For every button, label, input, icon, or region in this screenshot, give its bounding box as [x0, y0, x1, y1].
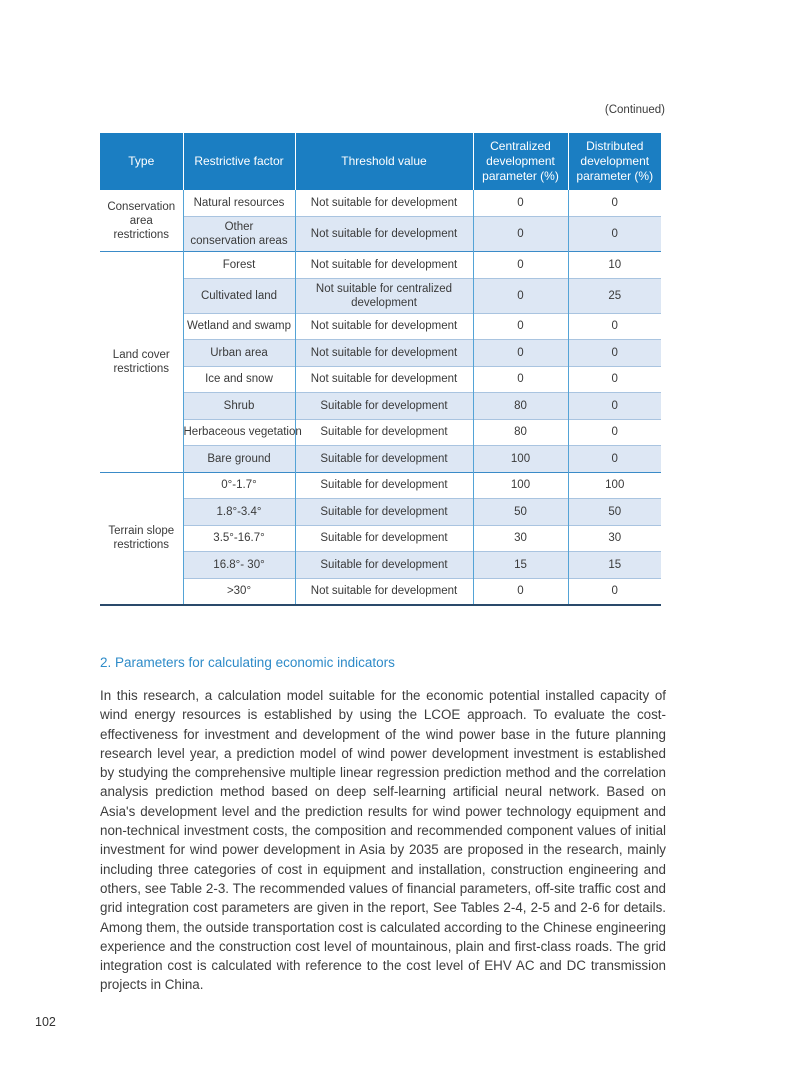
centralized-parameter-cell: 0 [472, 190, 568, 217]
page-number: 102 [35, 1015, 56, 1029]
restrictive-factor-cell: Ice and snow [182, 365, 295, 393]
restrictive-factor-cell: Cultivated land [182, 277, 295, 313]
restrictive-factor-cell: Natural resources [182, 190, 295, 217]
header-centralized-parameter: Centralized development parameter (%) [472, 133, 568, 190]
centralized-parameter-cell: 0 [472, 251, 568, 278]
distributed-parameter-cell: 30 [567, 524, 661, 552]
restrictive-factor-cell: Herbaceous vegetation [182, 418, 302, 446]
table-row: 3.5°-16.7° Suitable for development 30 30 [100, 524, 661, 552]
restrictive-factor-cell: Other conservation areas [182, 216, 295, 252]
centralized-parameter-cell: 100 [472, 471, 568, 499]
restrictive-factor-cell: 16.8°- 30° [182, 551, 295, 578]
distributed-parameter-cell: 0 [567, 312, 661, 340]
restrictive-factor-cell: Shrub [182, 392, 295, 419]
centralized-parameter-cell: 0 [472, 365, 568, 393]
restrictive-factor-cell: Forest [182, 251, 295, 278]
table-row: Terrain slope restrictions 0°-1.7° Suitabl… [100, 471, 661, 605]
threshold-value-cell: Not suitable for centralized development [294, 277, 473, 313]
threshold-value-cell: Suitable for development [294, 418, 473, 446]
table-header: Type Restrictive factor Threshold value … [100, 133, 661, 190]
distributed-parameter-cell: 10 [567, 251, 661, 278]
table-row: Conservation area restrictions Natural re… [100, 190, 661, 252]
table-row: Urban area Not suitable for development 0 0 [100, 339, 661, 366]
section-heading: 2. Parameters for calculating economic i… [100, 655, 395, 670]
restrictive-factors-table: Type Restrictive factor Threshold value … [100, 133, 661, 606]
centralized-parameter-cell: 100 [472, 445, 568, 472]
centralized-parameter-cell: 80 [472, 392, 568, 419]
type-cell: Land cover restrictions [100, 251, 183, 472]
distributed-parameter-cell: 0 [567, 190, 661, 217]
table-row: Ice and snow Not suitable for development… [100, 365, 661, 393]
threshold-value-cell: Not suitable for development [294, 312, 473, 340]
table-row: Other conservation areas Not suitable for… [100, 216, 661, 252]
distributed-parameter-cell: 100 [567, 471, 661, 499]
threshold-value-cell: Suitable for development [294, 551, 473, 578]
centralized-parameter-cell: 80 [472, 418, 568, 446]
threshold-value-cell: Suitable for development [294, 498, 473, 525]
body-paragraph: In this research, a calculation model su… [100, 688, 666, 993]
table-row: >30° Not suitable for development 0 0 [100, 577, 661, 605]
table-row: Wetland and swamp Not suitable for develo… [100, 312, 661, 340]
centralized-parameter-cell: 0 [472, 216, 568, 252]
restrictive-factor-cell: Wetland and swamp [182, 312, 295, 340]
centralized-parameter-cell: 0 [472, 339, 568, 366]
table-header-row: Type Restrictive factor Threshold value … [100, 133, 661, 190]
header-distributed-parameter: Distributed development parameter (%) [567, 133, 661, 190]
threshold-value-cell: Not suitable for development [294, 251, 473, 278]
centralized-parameter-cell: 15 [472, 551, 568, 578]
restrictive-factor-cell: 1.8°-3.4° [182, 498, 295, 525]
centralized-parameter-cell: 0 [472, 577, 568, 605]
restrictive-factor-cell: Bare ground [182, 445, 295, 472]
distributed-parameter-cell: 0 [567, 392, 661, 419]
table-row: Bare ground Suitable for development 100 0 [100, 445, 661, 472]
centralized-parameter-cell: 30 [472, 524, 568, 552]
restrictive-factor-cell: >30° [182, 577, 295, 605]
header-threshold-value: Threshold value [294, 133, 473, 190]
restrictive-factor-cell: 3.5°-16.7° [182, 524, 295, 552]
distributed-parameter-cell: 0 [567, 445, 661, 472]
table-row: Herbaceous vegetation Suitable for develo… [100, 418, 661, 446]
table-body: Conservation area restrictions Natural re… [100, 190, 661, 605]
threshold-value-cell: Not suitable for development [294, 577, 473, 605]
centralized-parameter-cell: 0 [472, 312, 568, 340]
threshold-value-cell: Suitable for development [294, 524, 473, 552]
header-type: Type [100, 133, 183, 190]
restrictive-factor-cell: Urban area [182, 339, 295, 366]
threshold-value-cell: Suitable for development [294, 471, 473, 499]
type-cell: Terrain slope restrictions [100, 471, 183, 605]
centralized-parameter-cell: 50 [472, 498, 568, 525]
continued-label: (Continued) [604, 104, 665, 116]
threshold-value-cell: Not suitable for development [294, 190, 473, 217]
header-restrictive-factor: Restrictive factor [182, 133, 295, 190]
type-cell: Conservation area restrictions [100, 190, 183, 252]
threshold-value-cell: Not suitable for development [294, 339, 473, 366]
table-row: 1.8°-3.4° Suitable for development 50 50 [100, 498, 661, 525]
distributed-parameter-cell: 0 [567, 418, 661, 446]
threshold-value-cell: Not suitable for development [294, 216, 473, 252]
restrictive-factor-cell: 0°-1.7° [182, 471, 295, 499]
table-row: Cultivated land Not suitable for centrali… [100, 277, 661, 313]
table-row: Shrub Suitable for development 80 0 [100, 392, 661, 419]
table-row: 16.8°- 30° Suitable for development 15 15 [100, 551, 661, 578]
distributed-parameter-cell: 0 [567, 216, 661, 252]
distributed-parameter-cell: 25 [567, 277, 661, 313]
threshold-value-cell: Not suitable for development [294, 365, 473, 393]
centralized-parameter-cell: 0 [472, 277, 568, 313]
distributed-parameter-cell: 0 [567, 365, 661, 393]
distributed-parameter-cell: 50 [567, 498, 661, 525]
threshold-value-cell: Suitable for development [294, 392, 473, 419]
threshold-value-cell: Suitable for development [294, 445, 473, 472]
distributed-parameter-cell: 0 [567, 339, 661, 366]
distributed-parameter-cell: 0 [567, 577, 661, 605]
distributed-parameter-cell: 15 [567, 551, 661, 578]
table-row: Land cover restrictions Forest Not suitabl… [100, 251, 661, 472]
